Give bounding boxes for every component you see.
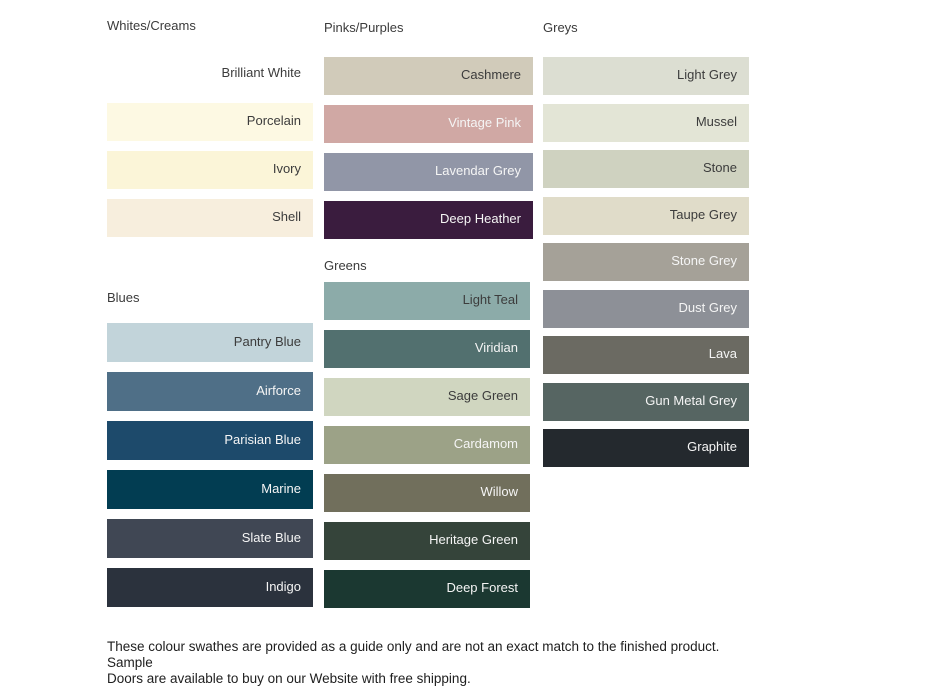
swatch-label: Gun Metal Grey [645, 392, 737, 408]
swatch-cardamom: Cardamom [324, 426, 530, 464]
swatch-label: Lavendar Grey [435, 163, 521, 178]
swatch-label: Parisian Blue [224, 431, 301, 447]
swatch-lavendar-grey: Lavendar Grey [324, 153, 533, 191]
section-header: Greys [543, 20, 578, 35]
swatch-label: Stone Grey [671, 253, 737, 268]
section-greens: Greens Light Teal Viridian Sage Green Carda… [324, 258, 530, 618]
section-header: Greens [324, 258, 367, 273]
swatch-label: Mussel [695, 113, 737, 129]
swatch-deep-forest: Deep Forest [324, 570, 530, 608]
swatch-dust-grey: Dust Grey [543, 289, 749, 328]
swatch-label: Dust Grey [678, 299, 737, 315]
section-header: Blues [107, 290, 140, 305]
swatch-list: Brilliant White Porcelain Ivory Shell [107, 55, 313, 237]
disclaimer-line-1: These colour swathes are provided as a g… [107, 639, 727, 670]
swatch-label: Slate Blue [241, 529, 301, 545]
swatch-sage-green: Sage Green [324, 378, 530, 416]
swatch-label: Vintage Pink [448, 115, 521, 130]
swatch-gun-metal-grey: Gun Metal Grey [543, 382, 749, 421]
disclaimer-text: These colour swathes are provided as a g… [107, 639, 772, 687]
swatch-label: Heritage Green [429, 532, 518, 547]
swatch-list: Light Teal Viridian Sage Green Cardamom Will… [324, 282, 530, 608]
swatch-light-teal: Light Teal [324, 282, 530, 320]
swatch-airforce: Airforce [107, 372, 313, 411]
section-greys: Greys Light Grey Mussel Stone Taupe Grey Sto… [543, 20, 749, 476]
swatch-label: Indigo [265, 578, 301, 594]
swatch-label: Sage Green [447, 388, 518, 403]
swatch-brilliant-white: Brilliant White [107, 55, 313, 93]
swatch-porcelain: Porcelain [107, 103, 313, 141]
swatch-label: Taupe Grey [669, 206, 737, 222]
swatch-label: Cashmere [461, 67, 521, 82]
swatch-label: Shell [272, 209, 301, 224]
swatch-marine: Marine [107, 470, 313, 509]
swatch-cashmere: Cashmere [324, 57, 533, 95]
swatch-graphite: Graphite [543, 429, 749, 467]
swatch-label: Light Grey [677, 67, 737, 82]
swatch-slate-blue: Slate Blue [107, 519, 313, 558]
swatch-shell: Shell [107, 199, 313, 237]
swatch-list: Light Grey Mussel Stone Taupe Grey Stone Gre… [543, 57, 749, 467]
swatch-label: Willow [480, 484, 518, 499]
swatch-label: Stone [703, 160, 737, 175]
swatch-label: Graphite [687, 439, 737, 454]
swatch-stone-grey: Stone Grey [543, 243, 749, 281]
swatch-list: Cashmere Vintage Pink Lavendar Grey Deep He… [324, 57, 533, 239]
swatch-vintage-pink: Vintage Pink [324, 105, 533, 143]
swatch-parisian-blue: Parisian Blue [107, 421, 313, 460]
swatch-viridian: Viridian [324, 330, 530, 368]
swatch-label: Airforce [256, 382, 301, 398]
swatch-taupe-grey: Taupe Grey [543, 196, 749, 235]
swatch-willow: Willow [324, 474, 530, 512]
section-header: Whites/Creams [107, 18, 196, 33]
section-whites-creams: Whites/Creams Brilliant White Porcelain Iv… [107, 18, 313, 247]
swatch-label: Pantry Blue [233, 333, 301, 349]
disclaimer-line-2: Doors are available to buy on our Websit… [107, 670, 471, 686]
section-header: Pinks/Purples [324, 20, 404, 35]
section-pinks-purples: Pinks/Purples Cashmere Vintage Pink Lavend… [324, 20, 533, 249]
swatch-stone: Stone [543, 150, 749, 188]
swatch-label: Deep Forest [446, 580, 518, 595]
swatch-ivory: Ivory [107, 151, 313, 189]
swatch-label: Ivory [272, 161, 301, 176]
swatch-label: Lava [708, 346, 737, 361]
swatch-label: Viridian [474, 340, 518, 355]
swatch-lava: Lava [543, 336, 749, 374]
swatch-deep-heather: Deep Heather [324, 201, 533, 239]
swatch-label: Brilliant White [221, 65, 301, 80]
swatch-label: Cardamom [453, 436, 518, 451]
swatch-label: Light Teal [462, 292, 518, 307]
swatch-label: Porcelain [246, 113, 301, 128]
section-blues: Blues Pantry Blue Airforce Parisian Blue Ma… [107, 290, 313, 617]
swatch-heritage-green: Heritage Green [324, 522, 530, 560]
swatch-label: Marine [261, 480, 301, 496]
swatch-mussel: Mussel [543, 103, 749, 142]
swatch-list: Pantry Blue Airforce Parisian Blue Marine Sl… [107, 323, 313, 607]
swatch-label: Deep Heather [440, 211, 521, 226]
swatch-light-grey: Light Grey [543, 57, 749, 95]
swatch-pantry-blue: Pantry Blue [107, 323, 313, 362]
swatch-indigo: Indigo [107, 568, 313, 607]
